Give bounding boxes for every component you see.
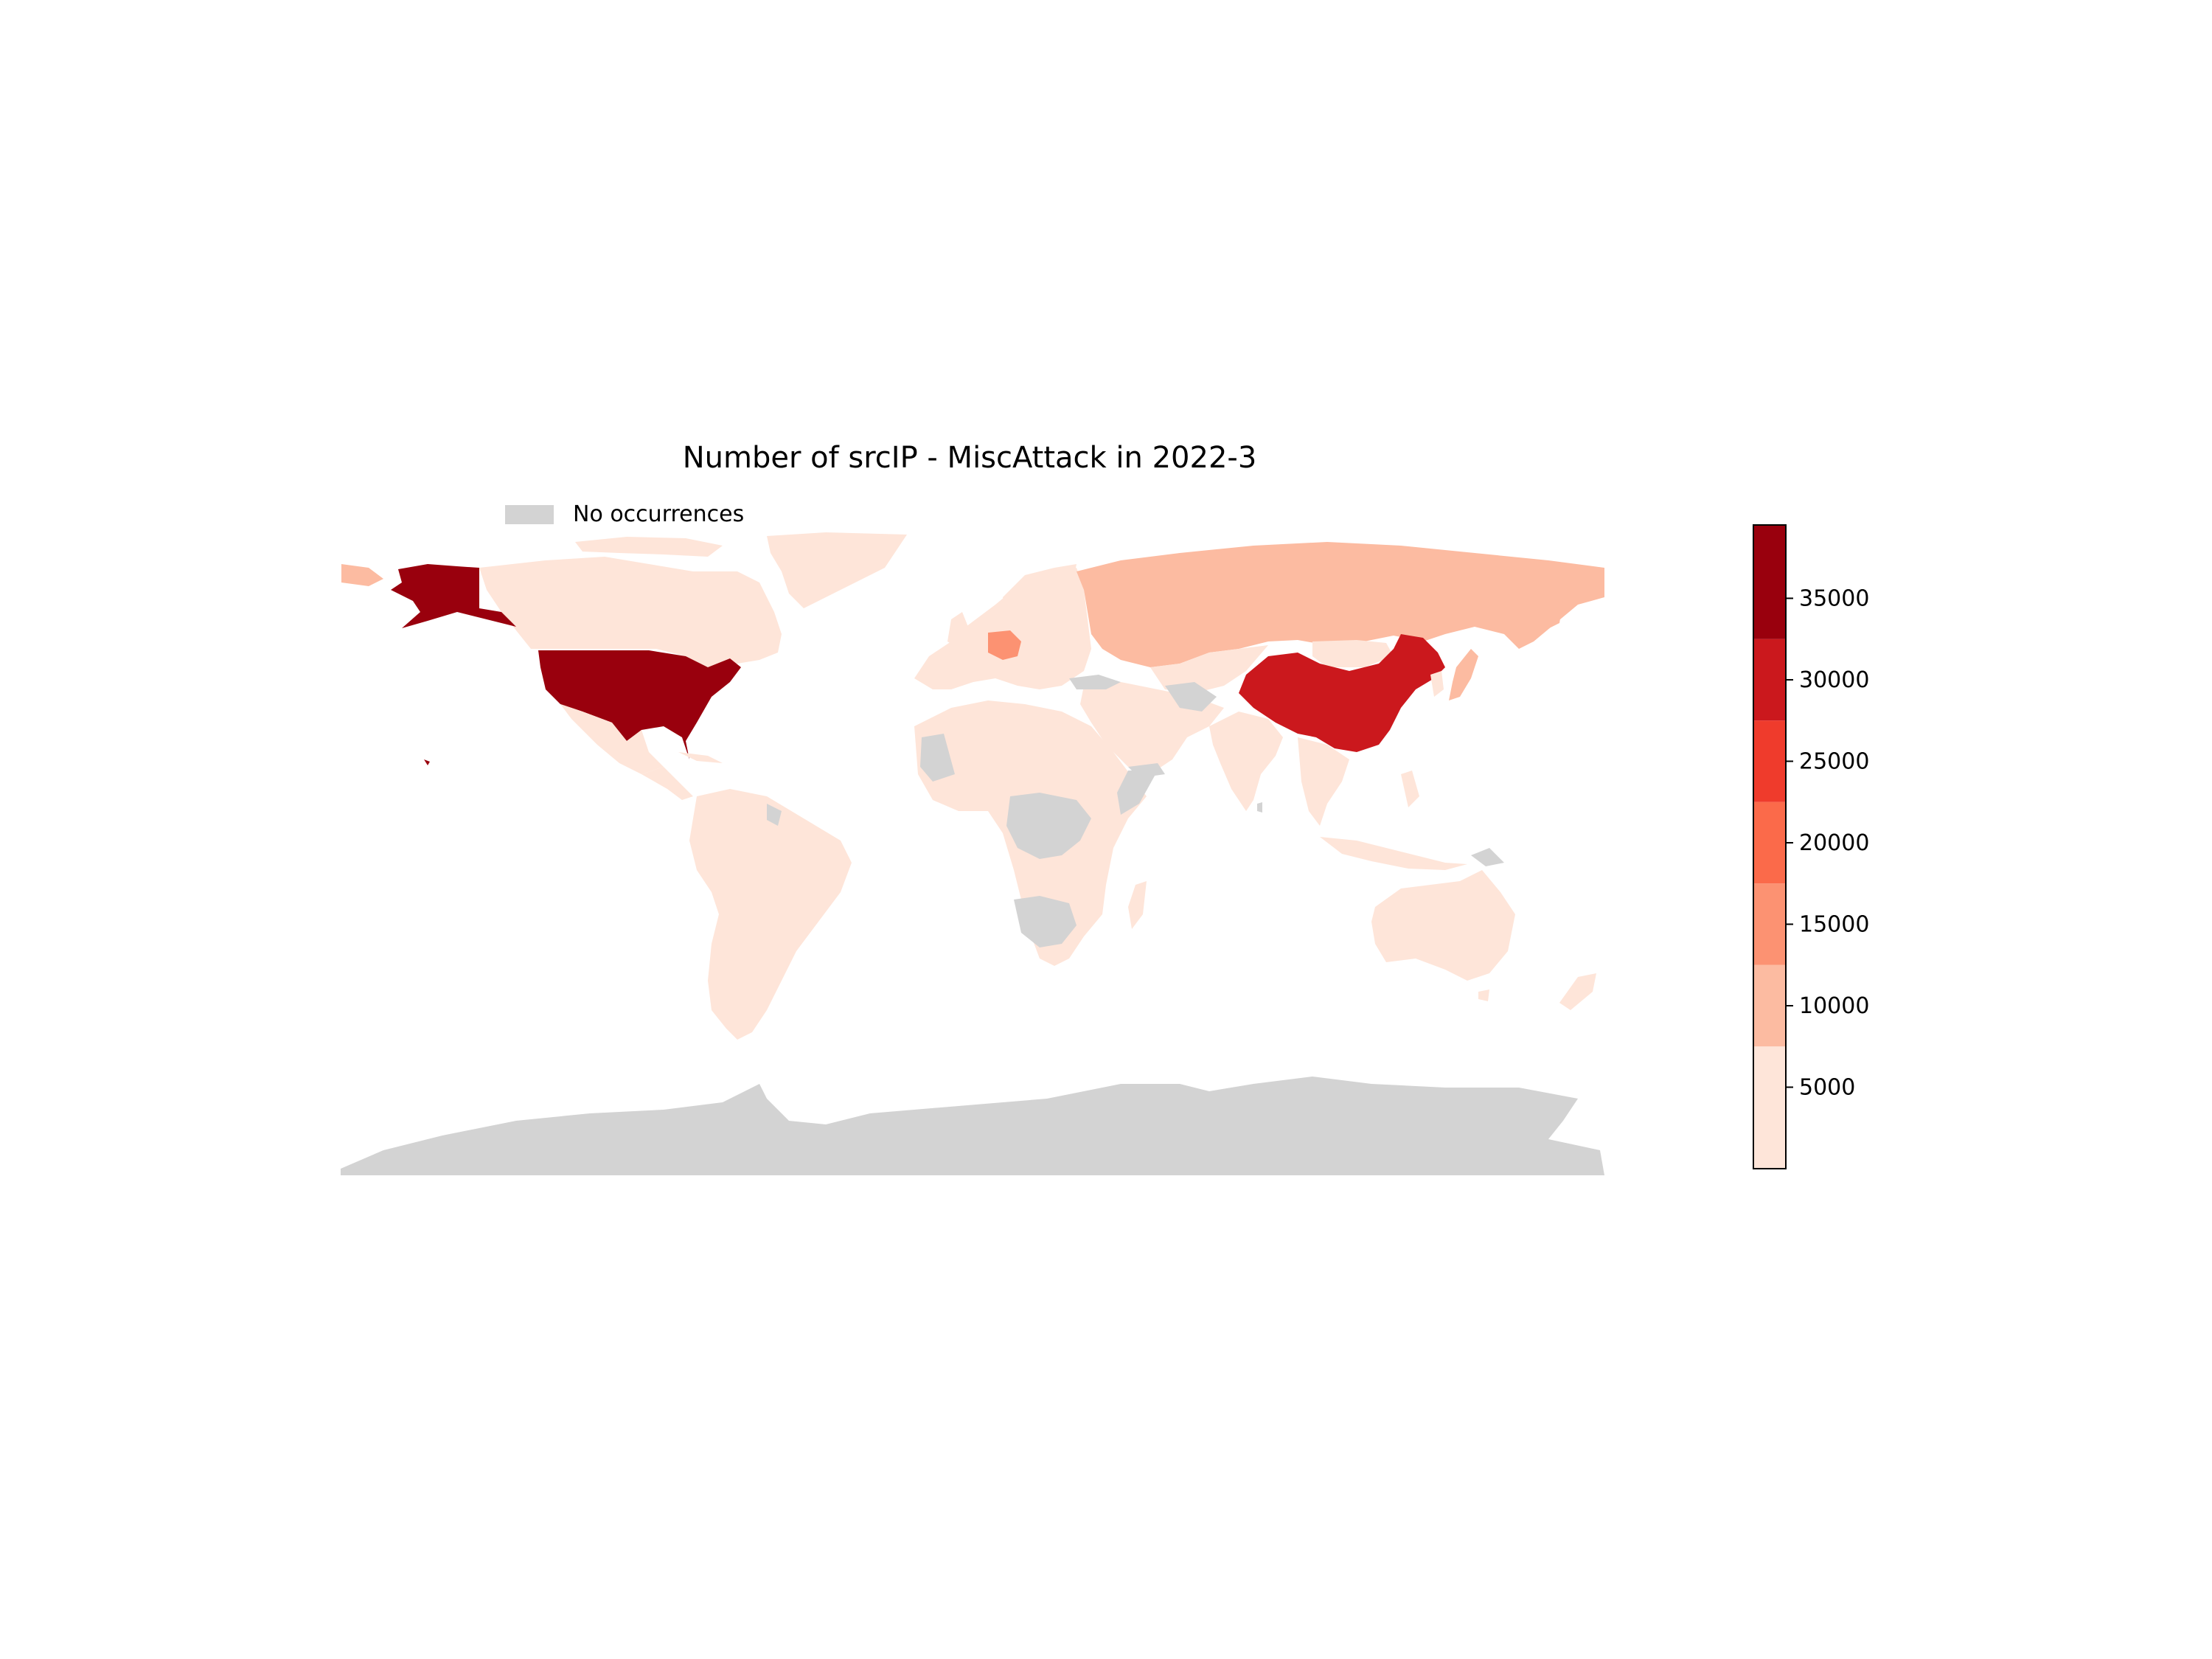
country-papua-new-guinea [1471, 848, 1504, 866]
chart-title: Number of srcIP - MiscAttack in 2022-3 [682, 441, 1257, 475]
region-korea [1430, 671, 1444, 697]
colorbar-tick-label: 20000 [1799, 830, 1869, 856]
country-japan [1449, 649, 1478, 700]
country-usa-hawaii [424, 759, 430, 765]
region-europe [914, 568, 1091, 689]
country-canada [479, 557, 782, 671]
colorbar-bin-1 [1753, 964, 1786, 1047]
country-usa-alaska [391, 564, 516, 628]
country-french-guiana [767, 804, 782, 826]
country-australia-tasmania [1478, 990, 1489, 1001]
region-south-america [689, 789, 852, 1040]
region-scandinavia [1003, 564, 1077, 616]
colorbar-bin-3 [1753, 801, 1786, 884]
region-central-africa [1006, 793, 1091, 859]
country-russia-east [1545, 601, 1563, 630]
region-southeast-asia [1298, 737, 1349, 826]
colorbar-tick-label: 5000 [1799, 1074, 1855, 1100]
country-usa [538, 650, 741, 759]
country-cuba [678, 752, 723, 763]
country-greenland [767, 532, 907, 608]
country-madagascar [1128, 881, 1147, 929]
country-australia [1371, 870, 1515, 981]
country-uk [947, 612, 970, 649]
country-russia-west-edge [341, 564, 383, 586]
country-antarctica [341, 1077, 1604, 1175]
region-central-america [641, 767, 693, 800]
legend-label: No occurrences [573, 501, 745, 527]
country-canada-islands [575, 537, 723, 557]
country-india [1209, 712, 1283, 811]
region-turkey-caucasus [1069, 675, 1121, 689]
region-indonesia [1320, 837, 1467, 870]
colorbar-bin-4 [1753, 720, 1786, 802]
region-central-asia [1150, 645, 1268, 693]
colorbar-tick-label: 30000 [1799, 667, 1869, 693]
legend: No occurrences [505, 501, 744, 527]
country-new-zealand [1559, 973, 1596, 1010]
region-afghanistan [1165, 682, 1217, 712]
colorbar-tick-label: 15000 [1799, 911, 1869, 937]
country-mongolia [1312, 640, 1394, 667]
colorbar-tick-label: 25000 [1799, 748, 1869, 774]
country-russia [1077, 542, 1604, 667]
country-somalia [1117, 771, 1158, 815]
colorbar-tick-label: 10000 [1799, 993, 1869, 1019]
colorbar-frame [1753, 524, 1787, 1169]
colorbar-bin-5 [1753, 639, 1786, 721]
no-occurrences-swatch [505, 504, 554, 524]
colorbar-bin-2 [1753, 883, 1786, 965]
country-sri-lanka [1257, 802, 1262, 813]
country-mexico [560, 704, 664, 774]
region-philippines [1401, 771, 1419, 807]
colorbar-bin-0 [1753, 1046, 1786, 1169]
country-china [1239, 634, 1445, 752]
colorbar: 5000 10000 15000 20000 25000 30000 35000 [1753, 524, 1869, 1169]
world-map [341, 532, 1604, 1175]
region-southern-africa [1014, 896, 1077, 947]
country-germany [988, 630, 1021, 660]
colorbar-bin-6 [1753, 525, 1786, 639]
region-west-sahara [920, 734, 955, 782]
colorbar-tick-label: 35000 [1799, 585, 1869, 611]
